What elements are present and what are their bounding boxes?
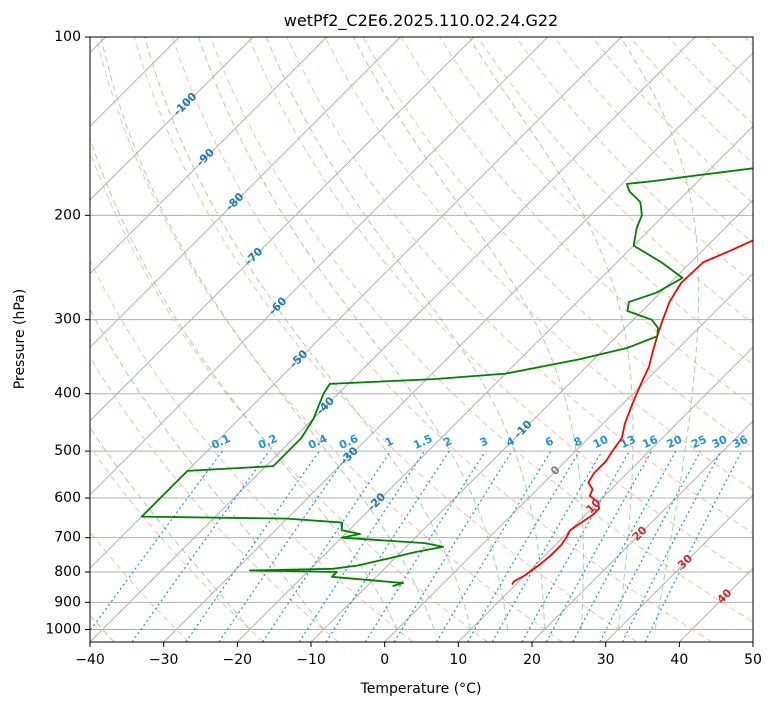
x-tick-label: −10 — [296, 652, 326, 668]
isotherm-gridline — [90, 37, 549, 496]
moist-adiabat — [353, 37, 584, 630]
isotherm-gridline — [605, 493, 753, 642]
dry-adiabat — [248, 37, 753, 578]
dry-adiabat — [95, 37, 563, 642]
moist-adiabat — [468, 37, 634, 630]
moist-adiabat — [265, 37, 546, 630]
mixing-ratio-line — [599, 450, 702, 642]
mixing-ratio-label: 10 — [591, 433, 611, 451]
dry-adiabat — [90, 259, 414, 642]
plot-frame — [89, 36, 754, 643]
x-tick-label: −20 — [223, 652, 253, 668]
mixing-ratio-line — [572, 450, 677, 642]
x-tick-label: −30 — [149, 652, 179, 668]
dry-adiabat — [90, 445, 264, 642]
mixing-ratio-label: 16 — [640, 433, 660, 451]
isotherm-gridline — [90, 37, 254, 201]
isotherm-gridline — [457, 346, 753, 642]
moist-adiabat — [100, 37, 435, 630]
y-tick-label: 800 — [54, 564, 81, 580]
mixing-ratio-label: 20 — [665, 433, 685, 451]
x-tick-label: 50 — [744, 652, 762, 668]
dry-adiabat — [133, 37, 638, 642]
mixing-ratio-line — [90, 450, 223, 632]
isotherm-gridline — [90, 37, 696, 642]
y-tick-label: 200 — [54, 207, 81, 223]
chart-title: wetPf2_C2E6.2025.110.02.24.G22 — [284, 11, 558, 31]
mixing-ratio-line — [393, 450, 513, 642]
y-tick-label: 500 — [54, 443, 81, 459]
axes-layer: −40 −30 −20 −10 0 10 20 30 40 50 100 200 300 400 500 60… — [45, 29, 762, 668]
x-tick-label: 30 — [597, 652, 615, 668]
mixing-ratio-line — [185, 450, 320, 642]
mixing-ratio-label: 25 — [689, 433, 708, 451]
mixing-ratio-line — [435, 450, 552, 642]
dewpoint-line — [140, 167, 753, 587]
y-tick-label: 1000 — [45, 621, 81, 637]
isotherm-gridline — [90, 37, 475, 422]
isotherm-gridline — [236, 125, 753, 642]
mixing-ratio-label: 13 — [618, 433, 637, 451]
mixing-ratio-label: 36 — [731, 433, 751, 451]
mixing-ratio-line — [644, 450, 743, 642]
moist-adiabat — [90, 308, 324, 630]
isotherm-gridline — [384, 272, 753, 642]
temperature-line — [511, 239, 753, 586]
y-tick-label: 300 — [54, 312, 81, 328]
moist-adiabat — [144, 37, 472, 630]
dry-adiabat — [324, 37, 753, 491]
grid-layer — [90, 37, 753, 642]
dry-adiabat — [210, 37, 753, 623]
y-tick-label: 700 — [54, 530, 81, 546]
y-tick-label: 100 — [54, 29, 81, 45]
mixing-ratio-line — [466, 450, 580, 642]
mixing-ratio-line — [298, 450, 425, 642]
mixing-ratio-line — [521, 450, 631, 642]
isotherm-gridline — [531, 420, 753, 642]
mixing-ratio-line — [131, 450, 270, 642]
mixing-ratio-line — [325, 450, 450, 642]
y-tick-label: 900 — [54, 594, 81, 610]
mixing-ratio-line — [621, 450, 722, 642]
plot-area: -100-90-80-70-60-50-40-30-20-10010203040… — [90, 37, 753, 642]
moist-adiabat — [198, 37, 509, 630]
x-tick-label: −40 — [75, 652, 105, 668]
mixing-ratio-label: 30 — [710, 433, 730, 451]
moist-adiabat — [90, 136, 398, 630]
moist-adiabat — [620, 37, 700, 630]
isotherm-gridline — [90, 37, 401, 349]
dry-adiabat — [515, 37, 753, 284]
x-tick-label: 0 — [380, 652, 389, 668]
x-axis-title: Temperature (°C) — [360, 681, 482, 697]
y-tick-label: 400 — [54, 386, 81, 402]
isotherm-gridline — [90, 37, 328, 275]
y-tick-label: 600 — [54, 490, 81, 506]
dry-adiabat — [171, 37, 712, 642]
mixing-ratio-line — [491, 450, 603, 642]
series-layer — [140, 167, 753, 587]
x-tick-label: 20 — [523, 652, 541, 668]
x-tick-label: 40 — [670, 652, 688, 668]
mixing-ratio-line — [364, 450, 486, 642]
dry-adiabat — [286, 37, 753, 534]
isotherm-gridline — [90, 37, 622, 570]
moist-adiabat — [90, 426, 251, 630]
isotherm-gridline — [163, 51, 753, 642]
y-axis-title: Pressure (hPa) — [12, 289, 28, 389]
x-tick-label: 10 — [449, 652, 467, 668]
background-lines-layer — [90, 37, 753, 642]
mixing-ratio-line — [545, 450, 653, 642]
